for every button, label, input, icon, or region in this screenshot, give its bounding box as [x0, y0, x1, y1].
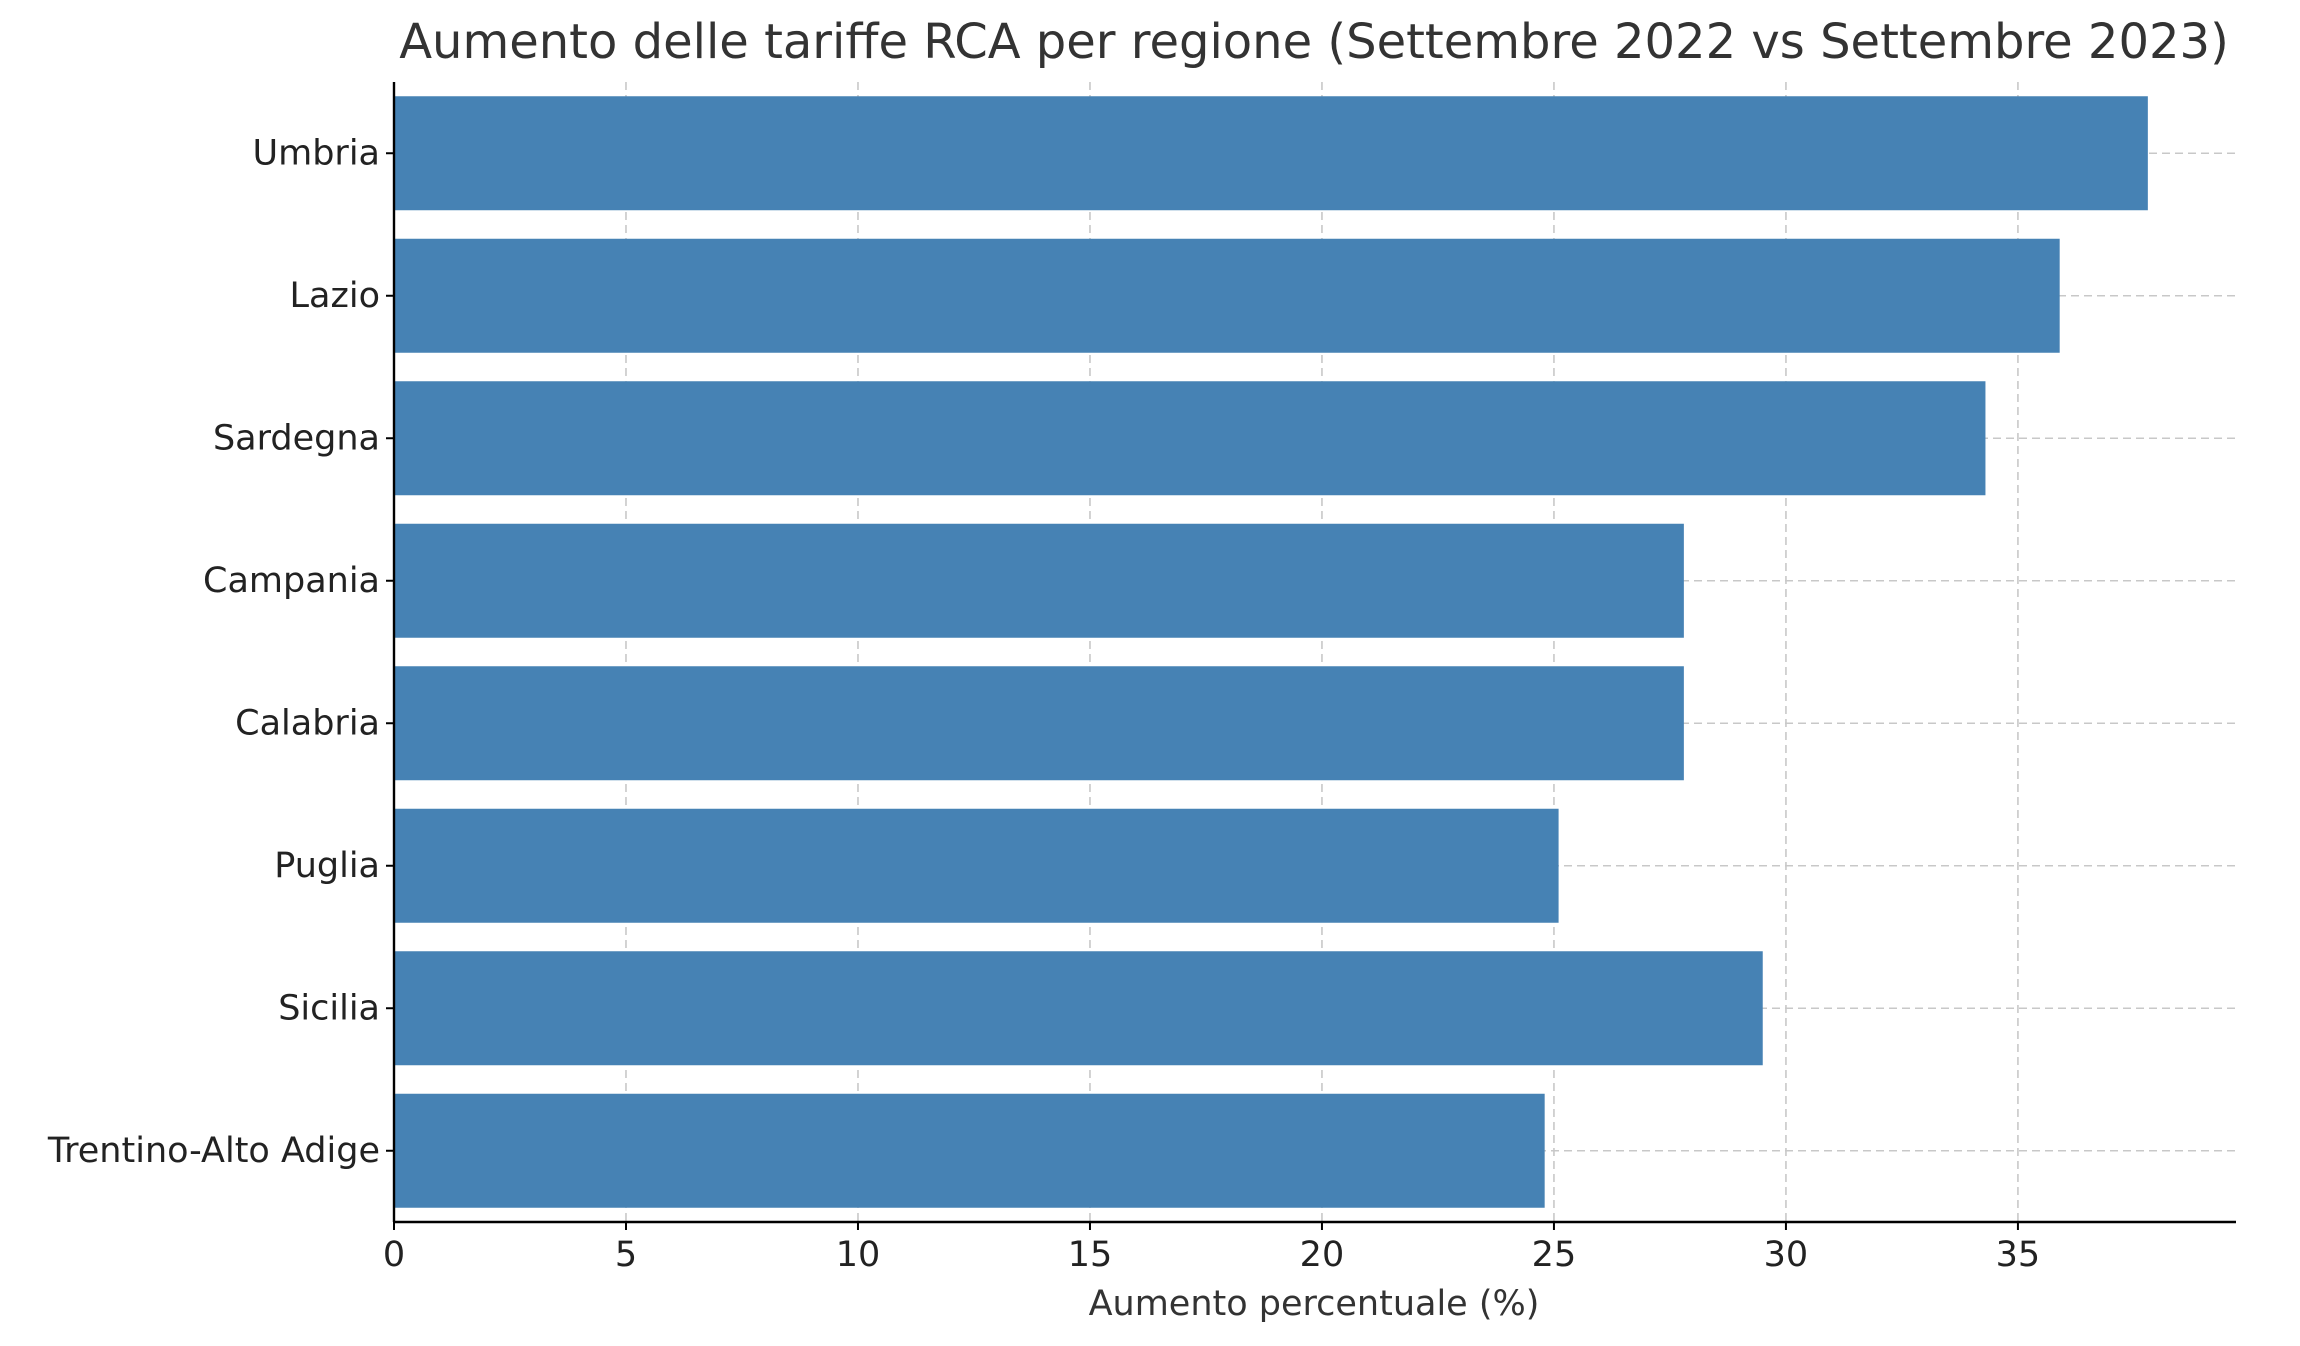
x-axis-label: Aumento percentuale (%): [1089, 1284, 1540, 1324]
bars: [394, 96, 2148, 1208]
x-tick-label: 10: [836, 1235, 881, 1275]
bar-umbria: [394, 96, 2148, 211]
x-tick-labels: 0 5 10 15 20 25 30 35: [383, 1235, 2040, 1275]
x-tick-label: 25: [1532, 1235, 1577, 1275]
x-tick-label: 30: [1764, 1235, 1809, 1275]
bar-calabria: [394, 666, 1684, 781]
x-tick-label: 5: [615, 1235, 637, 1275]
y-tick-label: Puglia: [274, 846, 380, 886]
bar-campania: [394, 523, 1684, 638]
y-tick-label: Calabria: [235, 703, 380, 743]
bar-puglia: [394, 808, 1559, 923]
x-tick-label: 15: [1068, 1235, 1113, 1275]
y-tick-label: Umbria: [253, 133, 381, 173]
y-tick-label: Trentino-Alto Adige: [47, 1131, 380, 1171]
x-tick-label: 35: [1996, 1235, 2041, 1275]
y-tick-label: Campania: [203, 561, 380, 601]
x-tick-label: 0: [383, 1235, 405, 1275]
bar-lazio: [394, 238, 2060, 353]
x-tick-label: 20: [1300, 1235, 1345, 1275]
chart-title: Aumento delle tariffe RCA per regione (S…: [399, 14, 2229, 70]
y-tick-labels: Umbria Lazio Sardegna Campania Calabria Pugli…: [47, 133, 380, 1171]
y-tick-label: Sardegna: [213, 418, 380, 458]
bar-sicilia: [394, 951, 1763, 1066]
bar-sardegna: [394, 381, 1986, 496]
y-tick-label: Sicilia: [278, 988, 380, 1028]
bar-trentino-alto-adige: [394, 1093, 1545, 1208]
axes: [386, 82, 2236, 1230]
y-tick-label: Lazio: [290, 276, 380, 316]
